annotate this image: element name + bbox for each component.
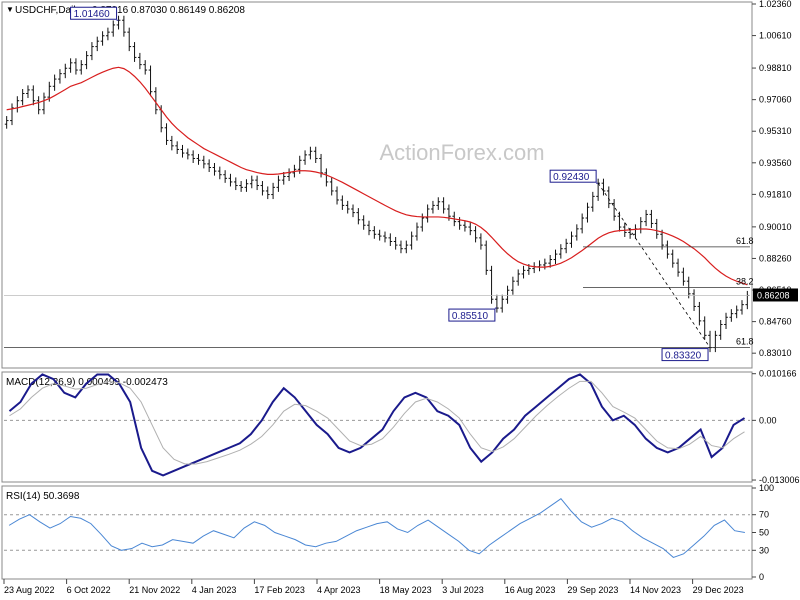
- level-box-label: 0.83320: [665, 351, 702, 362]
- rsi-y-tick-label: 30: [759, 545, 769, 555]
- x-tick-label: 6 Oct 2022: [67, 585, 111, 595]
- price-plot: 1.01460 0.92430 0.85510 0.83320 61.8 38.2 61.8: [4, 6, 754, 362]
- macd-line: [8, 373, 746, 477]
- current-price-tag: [753, 288, 798, 302]
- level-box-label: 0.92430: [553, 172, 590, 183]
- price-y-tick-label: 0.97060: [759, 95, 792, 105]
- x-tick-label: 14 Nov 2023: [630, 585, 681, 595]
- x-tick-label: 18 May 2023: [380, 585, 432, 595]
- macd-y-tick-label: -0.013006: [759, 475, 800, 485]
- x-tick-label: 23 Aug 2022: [4, 585, 55, 595]
- price-y-tick-label: 0.83010: [759, 348, 792, 358]
- price-y-tick-label: 1.00610: [759, 31, 792, 41]
- axes: 1.02360 1.00610 0.98810 0.97060 0.95310 0.935…: [3, 0, 800, 595]
- x-tick-label: 16 Aug 2023: [505, 585, 556, 595]
- macd-plot: [4, 373, 750, 477]
- current-price-tag-label: 0.86208: [757, 290, 790, 300]
- rsi-y-tick-label: 100: [759, 483, 774, 493]
- price-panel-frame: [1, 1, 753, 369]
- macd-panel-frame: [1, 371, 753, 483]
- x-tick-label: 4 Apr 2023: [317, 585, 361, 595]
- x-tick-label: 21 Nov 2022: [129, 585, 180, 595]
- ohlc-label: 0.87016 0.87030 0.86149 0.86208: [92, 5, 245, 16]
- rsi-title: RSI(14) 50.3698: [6, 491, 80, 502]
- rsi-plot: [4, 498, 750, 558]
- x-tick-label: 29 Sep 2023: [567, 585, 618, 595]
- level-box: [549, 169, 597, 183]
- level-box: [661, 348, 709, 362]
- watermark: ActionForex.com: [379, 140, 544, 165]
- rsi-line: [8, 498, 745, 558]
- price-y-tick-label: 0.84760: [759, 317, 792, 327]
- level-box: [448, 308, 496, 322]
- level-box-label: 1.01460: [74, 9, 111, 20]
- rsi-y-tick-label: 0: [759, 572, 764, 582]
- x-tick-label: 29 Dec 2023: [693, 585, 744, 595]
- fib-level-label: 61.8: [736, 337, 754, 347]
- price-y-tick-label: 0.95310: [759, 126, 792, 136]
- price-y-tick-label: 0.90010: [759, 222, 792, 232]
- symbol-label: USDCHF,Daily: [15, 5, 81, 16]
- price-y-tick-label: 0.93560: [759, 158, 792, 168]
- rsi-panel-frame: [1, 485, 753, 580]
- macd-signal-line: [9, 380, 745, 465]
- price-y-tick-label: 0.91810: [759, 189, 792, 199]
- header-dropdown-icon[interactable]: ▼: [6, 5, 14, 14]
- fib-level-label: 38.2: [736, 277, 754, 287]
- price-y-tick-label: 0.88260: [759, 253, 792, 263]
- macd-y-tick-label: 0.010166: [759, 369, 797, 379]
- x-tick-label: 17 Feb 2023: [254, 585, 305, 595]
- fib-level-label: 61.8: [736, 236, 754, 246]
- level-box-label: 0.85510: [452, 311, 489, 322]
- rsi-y-tick-label: 70: [759, 510, 769, 520]
- price-y-tick-label: 0.98810: [759, 63, 792, 73]
- x-tick-label: 3 Jul 2023: [442, 585, 484, 595]
- fib-trend-line: [597, 182, 711, 348]
- rsi-y-tick-label: 50: [759, 528, 769, 538]
- level-box: [70, 6, 118, 20]
- macd-y-tick-label: 0.00: [759, 415, 777, 425]
- moving-average-line: [6, 66, 748, 286]
- price-y-tick-label: 1.02360: [759, 0, 792, 9]
- x-tick-label: 4 Jan 2023: [192, 585, 237, 595]
